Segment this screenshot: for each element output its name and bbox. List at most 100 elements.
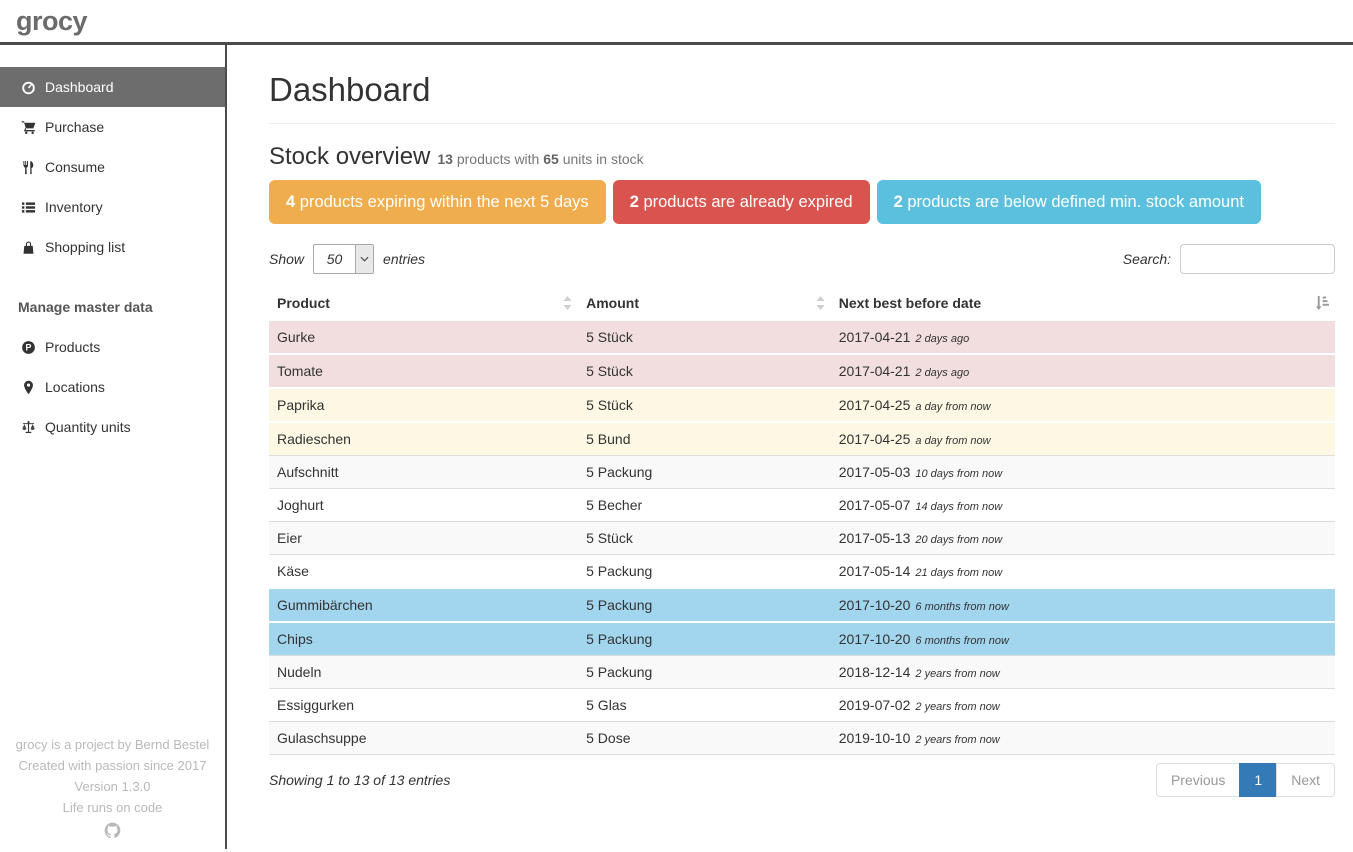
table-row: Aufschnitt 5 Packung 2017-05-03 10 days fro…	[269, 455, 1335, 489]
timeago-label: 6 months from now	[915, 601, 1009, 613]
amount-cell: 5 Bund	[578, 421, 831, 456]
sidebar-item-purchase[interactable]: Purchase	[0, 107, 225, 147]
table-row: Tomate 5 Stück 2017-04-21 2 days ago	[269, 353, 1335, 388]
timeago-label: 6 months from now	[915, 635, 1009, 647]
sort-unsorted-icon	[563, 296, 572, 313]
product-cell: Tomate	[269, 353, 579, 388]
sort-amount-asc-icon	[1314, 296, 1329, 313]
top-navbar: grocy	[0, 0, 1353, 45]
table-row: Gummibärchen 5 Packung 2017-10-20 6 months …	[269, 587, 1335, 622]
table-row: Gulaschsuppe 5 Dose 2019-10-10 2 years from…	[269, 721, 1335, 755]
sort-unsorted-icon	[816, 296, 825, 313]
balance-scale-icon	[18, 420, 38, 435]
amount-cell: 5 Stück	[578, 521, 831, 555]
map-marker-icon	[18, 380, 38, 395]
product-cell: Joghurt	[269, 488, 579, 522]
show-label: Show	[269, 251, 305, 267]
date-cell: 2017-05-07 14 days from now	[830, 488, 1335, 522]
search-input[interactable]	[1180, 244, 1335, 274]
timeago-label: 2 years from now	[915, 668, 1000, 680]
table-row: Käse 5 Packung 2017-05-14 21 days from now	[269, 554, 1335, 588]
stock-table: Product Amount Next best before date Gurke…	[269, 287, 1335, 755]
amount-cell: 5 Dose	[578, 721, 831, 755]
product-cell: Käse	[269, 554, 579, 588]
sidebar-master-nav: P Products Locations Quantity units	[0, 327, 225, 447]
column-header-product[interactable]: Product	[269, 287, 579, 321]
column-header-next-best-before-date[interactable]: Next best before date	[830, 287, 1335, 321]
product-cell: Aufschnitt	[269, 455, 579, 489]
svg-text:P: P	[25, 342, 31, 352]
sidebar-footer: grocy is a project by Bernd Bestel Create…	[0, 734, 225, 839]
product-cell: Gulaschsuppe	[269, 721, 579, 755]
table-row: Eier 5 Stück 2017-05-13 20 days from now	[269, 521, 1335, 555]
stock-badge-products-are-below-defined-min-stock-amount[interactable]: 2 products are below defined min. stock …	[876, 180, 1261, 224]
page-title: Dashboard	[269, 71, 431, 108]
sidebar-item-consume[interactable]: Consume	[0, 147, 225, 187]
date-cell: 2019-10-10 2 years from now	[830, 721, 1335, 755]
search-label: Search:	[1122, 251, 1171, 267]
pagination-page-1-button[interactable]: 1	[1239, 763, 1278, 797]
timeago-label: 2 days ago	[915, 333, 970, 345]
amount-cell: 5 Becher	[578, 488, 831, 522]
chevron-down-icon	[355, 245, 374, 273]
page-length-select[interactable]: 50	[313, 244, 375, 274]
utensils-icon	[18, 160, 38, 175]
sidebar-item-shopping-list[interactable]: Shopping list	[0, 227, 225, 267]
stock-summary: 13 products with 65 units in stock	[437, 151, 644, 167]
date-cell: 2017-10-20 6 months from now	[830, 587, 1335, 622]
sidebar-footer-line: Created with passion since 2017	[18, 758, 207, 773]
sidebar-footer-line: grocy is a project by Bernd Bestel	[15, 737, 210, 752]
amount-cell: 5 Packung	[578, 587, 831, 622]
product-cell: Nudeln	[269, 655, 579, 689]
sidebar-nav: Dashboard Purchase Consume Inventory Shoppin…	[0, 67, 225, 267]
sidebar-footer-line: Life runs on code	[62, 800, 163, 815]
column-header-amount[interactable]: Amount	[578, 287, 831, 321]
timeago-label: 20 days from now	[915, 534, 1003, 546]
date-cell: 2017-05-14 21 days from now	[830, 554, 1335, 588]
main-content: Dashboard Stock overview 13 products with…	[227, 45, 1353, 849]
pagination-next-button[interactable]: Next	[1276, 763, 1335, 797]
table-info: Showing 1 to 13 of 13 entries	[269, 772, 451, 788]
sidebar-footer-lines: grocy is a project by Bernd Bestel Create…	[0, 734, 225, 818]
timeago-label: 14 days from now	[915, 501, 1003, 513]
tachometer-icon	[18, 80, 38, 95]
product-cell: Essiggurken	[269, 688, 579, 722]
table-footer: Showing 1 to 13 of 13 entries Previous 1…	[269, 763, 1335, 797]
date-cell: 2017-05-03 10 days from now	[830, 455, 1335, 489]
pagination-previous-button[interactable]: Previous	[1155, 763, 1241, 797]
sidebar-item-dashboard[interactable]: Dashboard	[0, 67, 225, 107]
date-cell: 2017-05-13 20 days from now	[830, 521, 1335, 555]
sidebar-item-inventory[interactable]: Inventory	[0, 187, 225, 227]
stock-badges: 4 products expiring within the next 5 da…	[269, 180, 1335, 224]
table-controls: Show 50 entries Search:	[269, 244, 1335, 274]
product-cell: Gurke	[269, 319, 579, 354]
product-circle-icon: P	[18, 340, 38, 355]
date-cell: 2019-07-02 2 years from now	[830, 688, 1335, 722]
sidebar-item-quantity-units[interactable]: Quantity units	[0, 407, 225, 447]
timeago-label: a day from now	[915, 435, 991, 447]
product-cell: Paprika	[269, 387, 579, 422]
sidebar-item-label: Locations	[45, 379, 105, 395]
amount-cell: 5 Packung	[578, 621, 831, 656]
sidebar-item-label: Products	[45, 339, 101, 355]
sidebar-section-header: Manage master data	[18, 299, 153, 315]
sidebar-item-label: Dashboard	[45, 79, 114, 95]
brand-logo[interactable]: grocy	[16, 5, 88, 36]
list-icon	[18, 200, 38, 215]
amount-cell: 5 Packung	[578, 554, 831, 588]
sidebar-item-locations[interactable]: Locations	[0, 367, 225, 407]
page-length-value: 50	[326, 251, 343, 267]
stock-overview-heading: Stock overview 13 products with 65 units …	[269, 143, 644, 170]
amount-cell: 5 Stück	[578, 387, 831, 422]
date-cell: 2017-04-21 2 days ago	[830, 319, 1335, 354]
stock-badge-products-are-already-expired[interactable]: 2 products are already expired	[612, 180, 870, 224]
product-cell: Radieschen	[269, 421, 579, 456]
shopping-cart-icon	[18, 120, 38, 135]
table-header-row: Product Amount Next best before date	[269, 287, 1335, 321]
sidebar-item-label: Inventory	[45, 199, 103, 215]
github-icon[interactable]	[104, 822, 121, 839]
sidebar-item-products[interactable]: P Products	[0, 327, 225, 367]
product-cell: Chips	[269, 621, 579, 656]
stock-badge-products-expiring-within-the-next-5-days[interactable]: 4 products expiring within the next 5 da…	[269, 180, 606, 224]
timeago-label: 10 days from now	[915, 468, 1003, 480]
